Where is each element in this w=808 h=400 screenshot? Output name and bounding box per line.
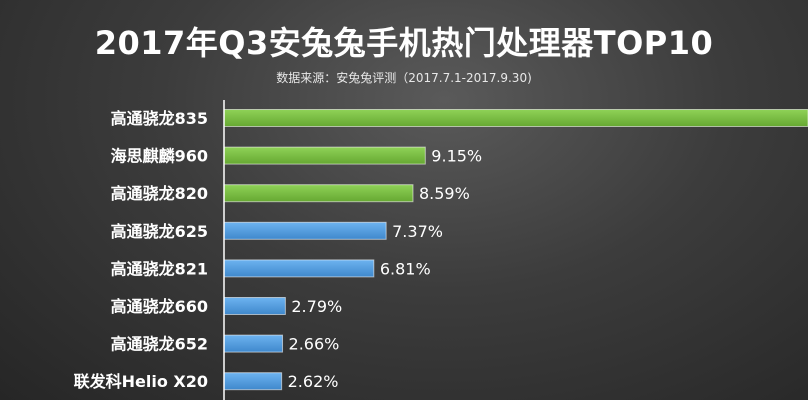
data-label: 9.15% bbox=[431, 147, 482, 166]
data-label: 7.37% bbox=[392, 222, 443, 241]
bar bbox=[223, 334, 284, 353]
category-label: 高通骁龙821 bbox=[111, 259, 208, 278]
category-label: 高通骁龙835 bbox=[111, 109, 208, 128]
category-label: 联发科Helio X20 bbox=[74, 372, 208, 391]
bar bbox=[223, 109, 808, 127]
category-label: 海思麒麟960 bbox=[111, 147, 208, 166]
bar bbox=[223, 259, 375, 278]
bar bbox=[223, 372, 283, 391]
bar bbox=[223, 146, 426, 165]
data-label: 8.59% bbox=[419, 184, 470, 203]
bar bbox=[223, 297, 286, 315]
chart-subtitle: 数据来源：安兔兔评测（2017.7.1-2017.9.30) bbox=[276, 71, 532, 85]
data-label: 6.81% bbox=[380, 259, 431, 278]
category-label: 高通骁龙625 bbox=[111, 222, 208, 241]
bar bbox=[223, 221, 387, 240]
category-label: 高通骁龙660 bbox=[111, 297, 208, 316]
chart-title: 2017年Q3安兔兔手机热门处理器TOP10 bbox=[94, 24, 714, 62]
data-label: 2.62% bbox=[288, 372, 339, 391]
data-label: 2.79% bbox=[291, 297, 342, 316]
data-label: 2.66% bbox=[289, 335, 340, 354]
category-label: 高通骁龙820 bbox=[111, 184, 208, 203]
category-label: 高通骁龙652 bbox=[111, 335, 208, 354]
bar bbox=[223, 184, 414, 203]
